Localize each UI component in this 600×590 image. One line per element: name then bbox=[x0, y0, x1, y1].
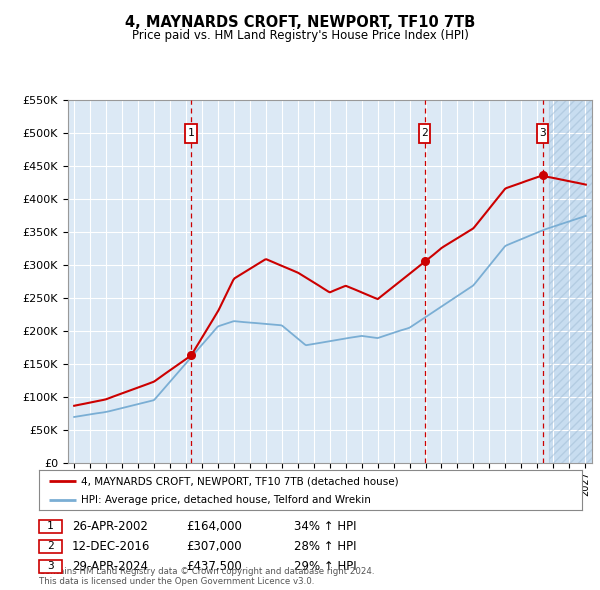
Text: £307,000: £307,000 bbox=[186, 540, 242, 553]
Bar bbox=[549, 100, 592, 463]
Bar bbox=[537, 124, 548, 143]
Text: 4, MAYNARDS CROFT, NEWPORT, TF10 7TB (detached house): 4, MAYNARDS CROFT, NEWPORT, TF10 7TB (de… bbox=[82, 477, 399, 487]
Text: £437,500: £437,500 bbox=[186, 560, 242, 573]
Text: 1: 1 bbox=[47, 522, 54, 531]
Bar bbox=[419, 124, 430, 143]
Text: 34% ↑ HPI: 34% ↑ HPI bbox=[294, 520, 356, 533]
Text: 4, MAYNARDS CROFT, NEWPORT, TF10 7TB: 4, MAYNARDS CROFT, NEWPORT, TF10 7TB bbox=[125, 15, 475, 30]
Bar bbox=[549, 100, 592, 463]
Text: 2: 2 bbox=[47, 542, 54, 551]
Text: 3: 3 bbox=[539, 128, 546, 138]
Text: 2: 2 bbox=[421, 128, 428, 138]
Text: £164,000: £164,000 bbox=[186, 520, 242, 533]
Text: Price paid vs. HM Land Registry's House Price Index (HPI): Price paid vs. HM Land Registry's House … bbox=[131, 29, 469, 42]
Bar bbox=[185, 124, 197, 143]
Text: 26-APR-2002: 26-APR-2002 bbox=[72, 520, 148, 533]
Text: Contains HM Land Registry data © Crown copyright and database right 2024.
This d: Contains HM Land Registry data © Crown c… bbox=[39, 567, 374, 586]
Text: 12-DEC-2016: 12-DEC-2016 bbox=[72, 540, 151, 553]
Text: 28% ↑ HPI: 28% ↑ HPI bbox=[294, 540, 356, 553]
Text: HPI: Average price, detached house, Telford and Wrekin: HPI: Average price, detached house, Telf… bbox=[82, 496, 371, 505]
Text: 3: 3 bbox=[47, 562, 54, 571]
Text: 1: 1 bbox=[188, 128, 194, 138]
Text: 29-APR-2024: 29-APR-2024 bbox=[72, 560, 148, 573]
Text: 29% ↑ HPI: 29% ↑ HPI bbox=[294, 560, 356, 573]
